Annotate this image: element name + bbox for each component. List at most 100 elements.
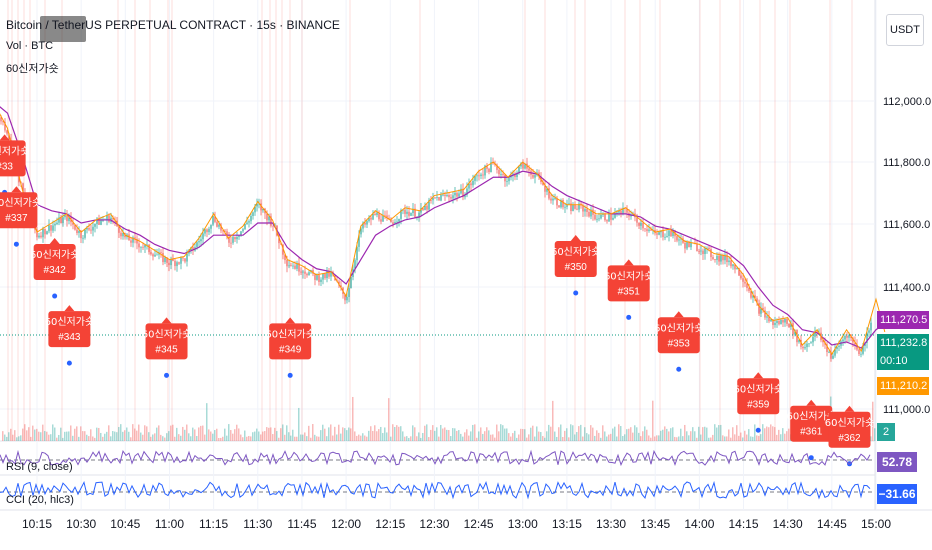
volume-bar [34,429,36,441]
signal-label-box[interactable] [828,411,871,448]
volume-bar [400,426,402,441]
volume-bar [628,428,630,441]
currency-button[interactable]: USDT [886,14,924,46]
rsi-line [0,449,871,467]
candle-body [600,214,602,219]
candle-body [488,168,490,173]
candle-body [138,243,140,248]
candle-body [168,262,170,266]
candle-body [804,347,806,349]
signal-label-box[interactable] [48,311,91,348]
volume-bar [72,435,74,441]
volume-bar [208,429,210,441]
volume-bar [710,437,712,441]
candle-body [860,353,862,355]
candle-body [764,310,766,318]
volume-bar [314,434,316,441]
legend-overlay[interactable] [40,16,86,42]
candle-body [566,204,568,207]
signal-label-number: #343 [58,332,81,343]
signal-label-box[interactable] [145,323,188,360]
candle-body [558,205,560,208]
candle-body [604,213,606,221]
signal-label-number: #353 [668,338,691,349]
signal-label-box[interactable] [607,265,650,302]
candle-body [418,212,420,217]
candle-body [304,271,306,274]
candle-body [392,222,394,225]
candle-body [238,235,240,238]
signal-label-box[interactable] [269,323,312,360]
candle-body [452,195,454,199]
ma-purple-price-tag: 111,270.5 [877,311,929,329]
candle-body [42,228,44,238]
candle-body [658,232,660,235]
signal-label-box[interactable] [737,378,780,415]
candle-body [770,319,772,322]
volume-bar [720,424,722,441]
candle-body [288,265,290,267]
candle-body [678,239,680,241]
volume-bar [622,435,624,441]
signal-label-pointer [806,399,817,406]
volume-bar [274,427,276,441]
cci-line [0,480,871,500]
candle-body [484,165,486,176]
price-label: 112,000.0 [883,96,931,108]
volume-bar [104,433,106,441]
candle-body [814,331,816,337]
volume-bar [2,431,4,441]
volume-bar [614,426,616,441]
volume-bar [12,434,14,441]
volume-bar [678,436,680,441]
volume-bar [418,432,420,441]
time-label: 11:15 [199,517,228,531]
candle-body [648,229,650,231]
volume-bar [440,424,442,441]
candle-body [868,330,870,333]
volume-bar [580,424,582,441]
volume-bar [210,431,212,441]
signal-label-box[interactable] [657,317,700,354]
candle-body [564,206,566,208]
volume-bar [158,425,160,441]
volume-bar [644,426,646,441]
candle-body [308,272,310,276]
candle-body [670,230,672,237]
volume-bar [14,430,16,441]
volume-bar [530,427,532,441]
candle-body [400,210,402,219]
candle-body [576,208,578,210]
candle-body [572,204,574,212]
volume-bar [346,430,348,441]
volume-bar [166,433,168,441]
time-label: 10:45 [110,517,140,531]
candle-body [296,262,298,269]
volume-bar [546,431,548,441]
candle-body [556,198,558,206]
volume-bar [730,437,732,441]
volume-bar [452,428,454,441]
volume-bar [728,429,730,441]
volume-bar [162,436,164,441]
volume-bar [326,436,328,441]
signal-label-box[interactable] [0,192,38,229]
signal-label-box[interactable] [0,140,26,177]
volume-bar [180,435,182,441]
candle-body [742,278,744,282]
volume-bar [740,432,742,441]
candle-body [198,241,200,243]
signal-label-box[interactable] [790,405,833,442]
signal-label-box[interactable] [33,244,76,281]
volume-bar [450,436,452,441]
candle-body [432,197,434,201]
volume-bar [28,427,30,441]
candle-body [772,319,774,326]
volume-bar [140,432,142,441]
rsi-label: RSI (9, close) [6,461,73,473]
signal-label-box[interactable] [554,241,597,277]
volume-bar [182,426,184,441]
candle-body [750,290,752,298]
candle-body [382,215,384,222]
